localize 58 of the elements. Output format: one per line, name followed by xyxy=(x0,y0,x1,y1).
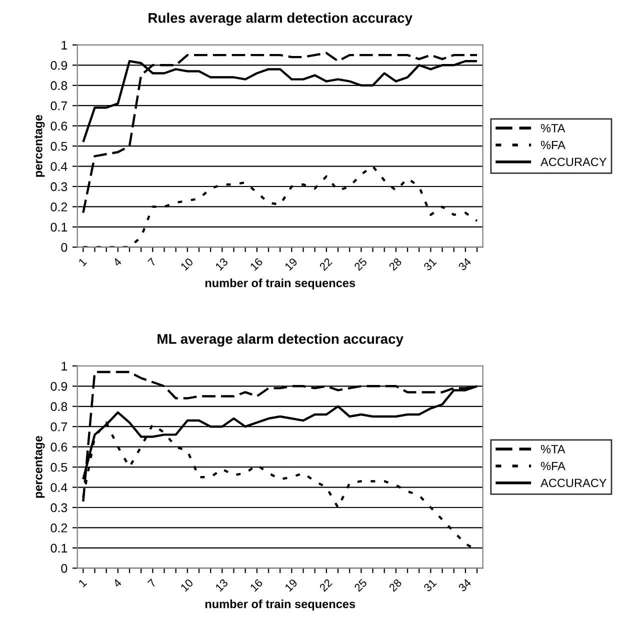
y-tick-label: 0.2 xyxy=(50,524,68,532)
x-tick-label: 10 xyxy=(180,257,194,271)
y-tick-label: 0.5 xyxy=(50,142,68,151)
x-tick-label: 31 xyxy=(423,257,437,272)
x-tick-label: 10 xyxy=(180,578,194,592)
y-tick-label: 0.1 xyxy=(50,544,68,553)
y-tick-label: 0.3 xyxy=(50,503,68,512)
y-tick-label: 0.6 xyxy=(50,442,68,452)
legend-label: ACCURACY xyxy=(540,158,607,166)
x-axis-title: number of train sequences xyxy=(205,278,356,290)
chart-title: ML average alarm detection accuracy xyxy=(158,334,404,347)
x-tick-label: 7 xyxy=(148,258,156,267)
legend-label: %TA xyxy=(540,445,566,454)
x-tick-label: 31 xyxy=(423,578,437,592)
y-tick-label: 0.1 xyxy=(50,222,68,232)
x-tick-label: 25 xyxy=(354,578,368,592)
x-tick-label: 19 xyxy=(284,257,298,271)
y-tick-label: 0.5 xyxy=(50,462,68,472)
x-tick-label: 28 xyxy=(388,578,402,592)
x-tick-label: 22 xyxy=(319,257,332,271)
x-tick-label: 25 xyxy=(354,257,368,272)
x-tick-label: 13 xyxy=(214,257,228,271)
legend-label: ACCURACY xyxy=(540,478,607,488)
y-tick-label: 0.7 xyxy=(50,101,68,110)
legend-label: %TA xyxy=(540,124,566,132)
x-tick-label: 34 xyxy=(458,578,472,592)
x-axis-title: number of train sequences xyxy=(205,600,356,611)
y-tick-label: 0.4 xyxy=(50,162,68,171)
x-tick-label: 16 xyxy=(250,257,264,271)
x-tick-label: 16 xyxy=(250,578,264,592)
legend-label: %FA xyxy=(540,140,566,150)
y-tick-label: 0.9 xyxy=(50,60,68,70)
x-tick-label: 22 xyxy=(319,578,332,592)
y-tick-label: 0.3 xyxy=(50,182,68,192)
x-tick-label: 1 xyxy=(78,578,87,588)
x-tick-label: 34 xyxy=(458,257,472,272)
x-tick-label: 28 xyxy=(388,257,402,272)
y-tick-label: 0.2 xyxy=(50,202,68,212)
y-tick-label: 0.6 xyxy=(50,122,68,130)
y-tick-label: 1 xyxy=(62,362,68,370)
y-tick-label: 1 xyxy=(62,40,68,50)
x-tick-label: 1 xyxy=(78,258,87,266)
y-tick-label: 0.9 xyxy=(50,382,68,391)
y-tick-label: 0.8 xyxy=(50,402,68,412)
x-tick-label: 4 xyxy=(112,578,122,588)
x-tick-label: 13 xyxy=(214,578,228,592)
legend-label: %FA xyxy=(540,462,566,470)
y-tick-label: 0 xyxy=(61,564,68,573)
y-tick-label: 0 xyxy=(61,242,68,252)
x-tick-label: 7 xyxy=(148,578,156,588)
x-tick-label: 19 xyxy=(284,578,298,592)
y-tick-label: 0.4 xyxy=(50,483,68,492)
y-tick-label: 0.8 xyxy=(50,81,68,90)
y-axis-title: percentage xyxy=(34,436,45,498)
x-tick-label: 4 xyxy=(112,257,122,267)
chart-title: Rules average alarm detection accuracy xyxy=(148,12,412,26)
y-tick-label: 0.7 xyxy=(50,422,68,432)
y-axis-title: percentage xyxy=(34,114,45,177)
